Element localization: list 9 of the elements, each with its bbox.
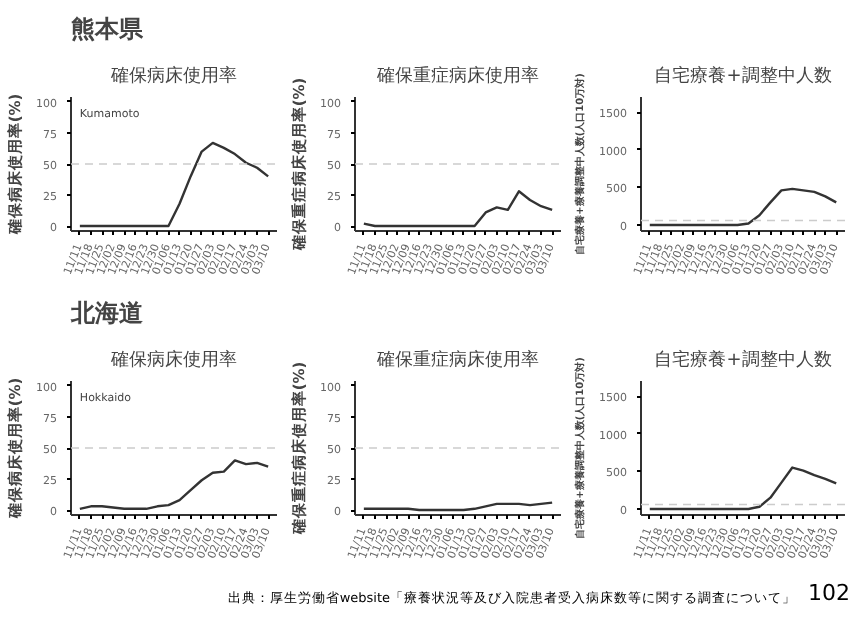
chart-subtitle: 北海道 [69, 299, 145, 327]
chart-title: 確保重症病床使用率 [375, 349, 539, 371]
chart-subtitle: 熊本県 [71, 15, 145, 43]
text: 102 [808, 578, 850, 610]
chart-title: 確保病床使用率 [109, 65, 237, 87]
chart-title: 自宅療養+調整中人数 [654, 65, 832, 87]
chart-title: 確保重症病床使用率 [375, 65, 539, 87]
chart-title: 確保病床使用率 [109, 349, 237, 371]
chart-title: 自宅療養+調整中人数 [654, 349, 832, 371]
